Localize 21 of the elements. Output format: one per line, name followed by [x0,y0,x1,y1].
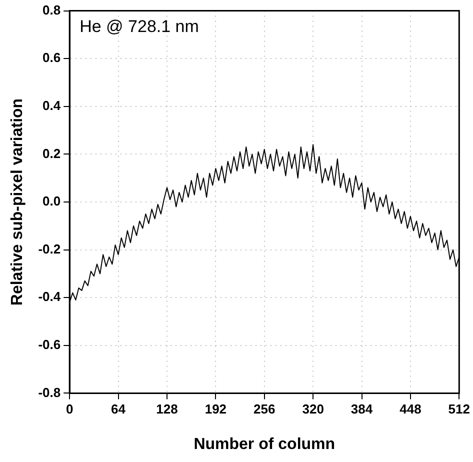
y-tick-label: 0.6 [42,50,61,66]
y-tick-label: -0.2 [38,241,61,256]
y-tick-label: -0.8 [38,384,61,400]
y-tick-label: 0.0 [42,194,61,209]
y-tick-label: -0.4 [38,289,62,304]
x-tick-label: 0 [66,402,74,417]
x-tick-label: 192 [204,402,227,417]
x-tick-label: 256 [254,402,276,417]
x-tick-label: 128 [156,402,178,417]
x-tick-label: 64 [111,402,126,417]
y-tick-label: 0.2 [42,146,61,161]
x-tick-label: 384 [350,402,374,417]
x-axis-title: Number of column [194,436,336,453]
x-tick-label: 448 [400,402,422,417]
x-tick-label: 512 [448,402,470,417]
y-tick-label: 0.8 [42,2,61,18]
y-tick-label: 0.4 [42,98,62,113]
x-tick-label: 320 [302,402,324,417]
y-axis-title: Relative sub-pixel variation [9,98,26,306]
y-tick-label: -0.6 [38,336,61,352]
annotation: He @ 728.1 nm [80,16,199,36]
